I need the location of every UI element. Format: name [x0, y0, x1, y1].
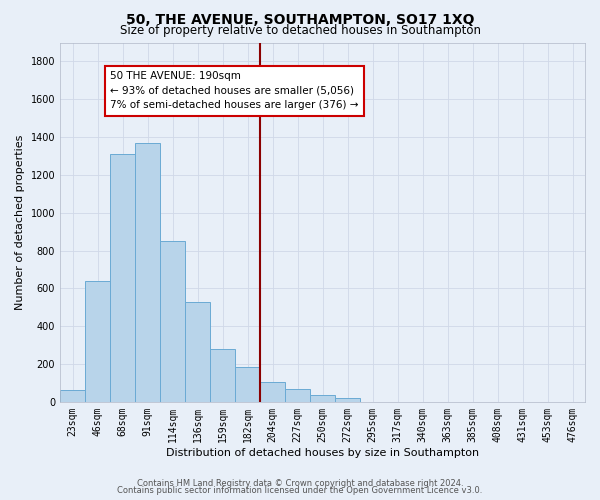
- Bar: [110, 154, 135, 402]
- Bar: [60, 390, 85, 402]
- Text: Contains HM Land Registry data © Crown copyright and database right 2024.: Contains HM Land Registry data © Crown c…: [137, 478, 463, 488]
- Bar: [135, 142, 160, 402]
- Text: 50 THE AVENUE: 190sqm
← 93% of detached houses are smaller (5,056)
7% of semi-de: 50 THE AVENUE: 190sqm ← 93% of detached …: [110, 71, 359, 110]
- Bar: [235, 367, 260, 402]
- Bar: [335, 398, 360, 402]
- Bar: [260, 382, 285, 402]
- Y-axis label: Number of detached properties: Number of detached properties: [15, 134, 25, 310]
- Text: Size of property relative to detached houses in Southampton: Size of property relative to detached ho…: [119, 24, 481, 37]
- Text: 50, THE AVENUE, SOUTHAMPTON, SO17 1XQ: 50, THE AVENUE, SOUTHAMPTON, SO17 1XQ: [126, 12, 474, 26]
- Text: Contains public sector information licensed under the Open Government Licence v3: Contains public sector information licen…: [118, 486, 482, 495]
- Bar: [285, 388, 310, 402]
- Bar: [185, 302, 210, 402]
- Bar: [160, 241, 185, 402]
- Bar: [310, 395, 335, 402]
- Bar: [85, 281, 110, 402]
- X-axis label: Distribution of detached houses by size in Southampton: Distribution of detached houses by size …: [166, 448, 479, 458]
- Bar: [210, 349, 235, 402]
